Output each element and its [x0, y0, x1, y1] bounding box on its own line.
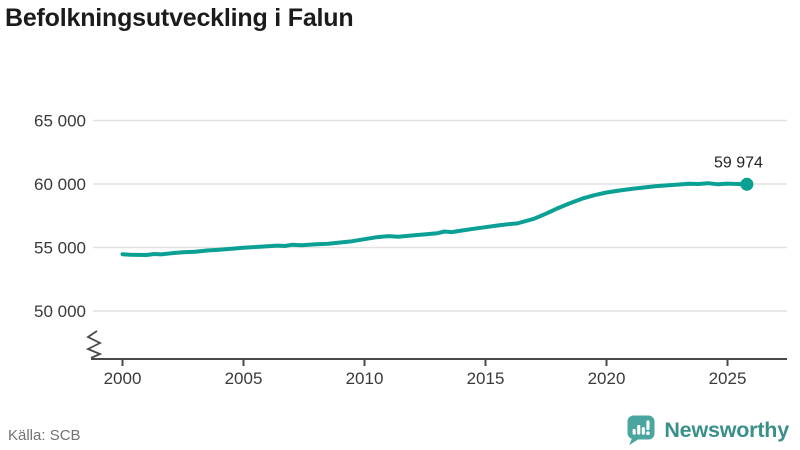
x-tick-label: 2020 — [588, 369, 626, 388]
series-line — [120, 181, 749, 257]
end-point-marker — [740, 177, 754, 191]
newsworthy-logo[interactable]: Newsworthy — [626, 414, 789, 446]
axis-break-icon — [85, 330, 103, 359]
y-tick-label: 55 000 — [34, 238, 86, 257]
brand-name: Newsworthy — [664, 417, 789, 442]
y-tick-label: 60 000 — [34, 175, 86, 194]
y-tick-label: 50 000 — [34, 302, 86, 321]
end-value-label: 59 974 — [714, 154, 763, 171]
x-tick-label: 2010 — [346, 369, 384, 388]
x-tick-label: 2000 — [104, 369, 142, 388]
x-tick-label: 2015 — [467, 369, 505, 388]
page-title: Befolkningsutveckling i Falun — [5, 4, 354, 32]
source-note: Källa: SCB — [8, 427, 81, 444]
y-tick-label: 65 000 — [34, 111, 86, 130]
x-tick-label: 2005 — [225, 369, 263, 388]
x-tick-label: 2025 — [709, 369, 747, 388]
bar-chart-speech-bubble-icon — [627, 415, 655, 446]
